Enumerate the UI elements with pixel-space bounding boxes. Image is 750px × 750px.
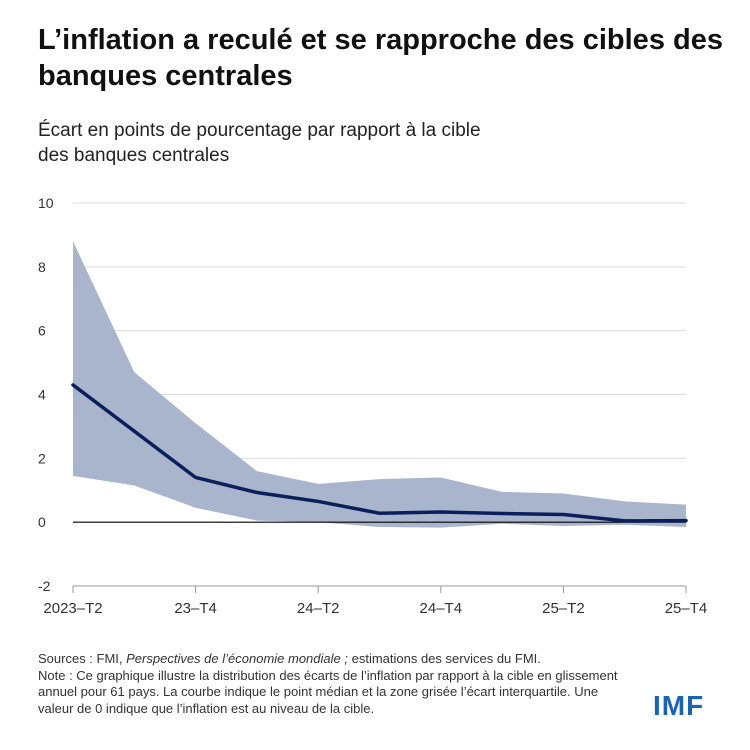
sources-publication: Perspectives de l’économie mondiale ;	[126, 651, 348, 666]
y-tick-label-2: 2	[38, 450, 46, 466]
subtitle-line-2: des banques centrales	[38, 145, 230, 166]
x-tick-label: 2023–T2	[43, 600, 102, 617]
x-tick-label: 25–T2	[542, 600, 585, 617]
subtitle-line-1: Écart en points de pourcentage par rappo…	[38, 120, 481, 141]
chart-footer: Sources : FMI, Perspectives de l’économi…	[38, 651, 628, 717]
sources-suffix: estimations des services du FMI.	[347, 651, 541, 666]
chart-subtitle: Écart en points de pourcentage par rappo…	[38, 118, 678, 168]
y-tick-label-6: 6	[38, 323, 46, 339]
note-text: Note : Ce graphique illustre la distribu…	[38, 667, 618, 716]
y-tick-label-8: 8	[38, 259, 46, 275]
y-tick-label--2: -2	[38, 578, 51, 594]
sources-prefix: Sources : FMI,	[38, 651, 127, 666]
x-tick-label: 23–T4	[174, 600, 217, 617]
y-tick-label-10: 10	[38, 195, 54, 211]
y-tick-label-4: 4	[38, 387, 46, 403]
sources-line: Sources : FMI, Perspectives de l’économi…	[38, 651, 628, 668]
x-tick-label: 24–T2	[297, 600, 340, 617]
y-tick-label-0: 0	[38, 514, 46, 530]
interquartile-band	[73, 241, 686, 528]
x-tick-label: 25–T4	[665, 600, 708, 617]
chart-title: L’inflation a reculé et se rapproche des…	[38, 24, 723, 92]
imf-logo: IMF	[653, 690, 705, 721]
median-line	[71, 383, 688, 523]
x-tick-label: 24–T4	[420, 600, 463, 617]
